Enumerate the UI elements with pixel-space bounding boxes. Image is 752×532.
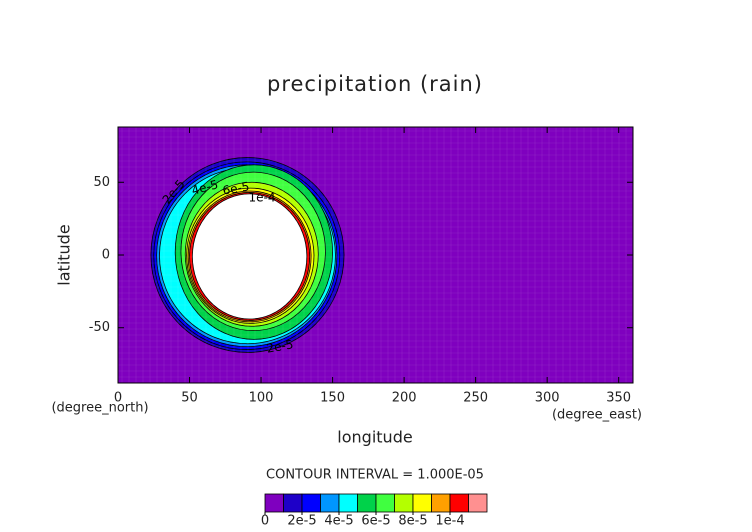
colorbar-box xyxy=(301,493,321,513)
y-tick-label: 50 xyxy=(93,175,110,190)
colorbar-box xyxy=(320,493,340,513)
x-axis-label: longitude xyxy=(337,428,412,447)
chart-title: precipitation (rain) xyxy=(267,72,483,96)
y-tick-label: 0 xyxy=(102,248,110,263)
x-tick-label: 150 xyxy=(320,391,345,406)
contour-region xyxy=(191,193,308,320)
x-tick-label: 100 xyxy=(249,391,274,406)
colorbar-box xyxy=(449,493,469,513)
colorbar-label: 8e-5 xyxy=(398,514,427,529)
colorbar-box xyxy=(468,493,488,513)
x-tick-label: 50 xyxy=(181,391,198,406)
contour-interval: CONTOUR INTERVAL = 1.000E-05 xyxy=(266,468,484,483)
colorbar-box xyxy=(357,493,377,513)
colorbar-box xyxy=(412,493,432,513)
x-tick-label: 0 xyxy=(114,391,122,406)
colorbar-box xyxy=(283,493,303,513)
x-tick-label: 200 xyxy=(392,391,417,406)
colorbar-label: 1e-4 xyxy=(435,514,464,529)
y-unit: (degree_north) xyxy=(51,401,148,416)
colorbar-label: 0 xyxy=(261,514,269,529)
colorbar-box xyxy=(431,493,451,513)
colorbar-label: 6e-5 xyxy=(361,514,390,529)
contour-label: 2e-5 xyxy=(265,337,294,355)
colorbar-box xyxy=(338,493,358,513)
y-tick-label: -50 xyxy=(89,320,110,335)
colorbar-box xyxy=(264,493,284,513)
colorbar-label: 4e-5 xyxy=(324,514,353,529)
y-axis-label: latitude xyxy=(55,224,74,285)
contour-label: 6e-5 xyxy=(221,179,250,197)
contour-label: 4e-5 xyxy=(190,177,220,198)
x-unit: (degree_east) xyxy=(552,408,642,423)
x-tick-label: 350 xyxy=(606,391,631,406)
colorbar-label: 2e-5 xyxy=(287,514,316,529)
contour-label: 1e-4 xyxy=(249,191,276,205)
colorbar-box xyxy=(394,493,414,513)
colorbar-box xyxy=(375,493,395,513)
x-tick-label: 300 xyxy=(535,391,560,406)
x-tick-label: 250 xyxy=(463,391,488,406)
